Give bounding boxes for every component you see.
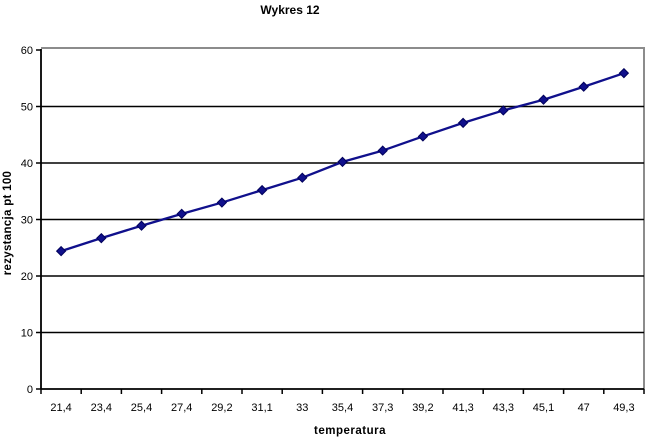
x-tick-label: 39,2 — [412, 402, 433, 414]
y-tick-label: 40 — [21, 158, 33, 170]
x-tick-label: 37,3 — [372, 402, 393, 414]
data-point-marker — [216, 197, 228, 208]
x-tick-label: 41,3 — [452, 402, 473, 414]
x-tick-label: 45,1 — [533, 402, 554, 414]
data-point-marker — [55, 245, 67, 257]
x-tick-label: 31,1 — [251, 402, 272, 414]
x-axis-title: temperatura — [314, 425, 386, 437]
y-tick-label: 0 — [27, 384, 33, 396]
chart-title: Wykres 12 — [260, 3, 320, 17]
x-tick-label: 47 — [578, 402, 590, 414]
data-point-marker — [256, 184, 268, 196]
y-tick-label: 20 — [21, 271, 33, 283]
data-point-marker — [498, 105, 509, 116]
data-point-marker — [618, 67, 630, 79]
x-tick-label: 27,4 — [171, 402, 192, 414]
x-tick-label: 35,4 — [332, 402, 353, 414]
data-point-marker — [297, 172, 308, 183]
y-tick-label: 30 — [21, 215, 33, 227]
x-tick-label: 49,3 — [613, 402, 634, 414]
data-point-marker — [96, 232, 107, 244]
data-point-marker — [578, 81, 589, 92]
x-tick-label: 43,3 — [493, 402, 514, 414]
data-point-marker — [176, 208, 187, 220]
data-point-marker — [377, 145, 388, 156]
x-tick-label: 23,4 — [91, 402, 112, 414]
data-point-marker — [337, 156, 348, 168]
data-point-marker — [457, 117, 469, 129]
x-tick-label: 33 — [296, 402, 308, 414]
y-tick-label: 60 — [21, 45, 33, 57]
x-tick-label: 21,4 — [50, 402, 71, 414]
data-point-marker — [136, 220, 147, 231]
data-point-marker — [417, 131, 429, 142]
y-tick-label: 50 — [21, 102, 33, 114]
x-tick-label: 25,4 — [131, 402, 152, 414]
data-point-marker — [538, 94, 549, 105]
y-tick-label: 10 — [21, 328, 33, 340]
x-tick-label: 29,2 — [211, 402, 232, 414]
